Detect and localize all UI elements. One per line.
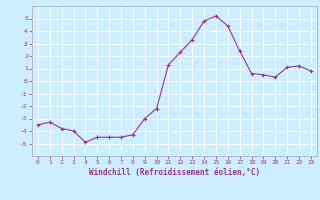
X-axis label: Windchill (Refroidissement éolien,°C): Windchill (Refroidissement éolien,°C) — [89, 168, 260, 177]
